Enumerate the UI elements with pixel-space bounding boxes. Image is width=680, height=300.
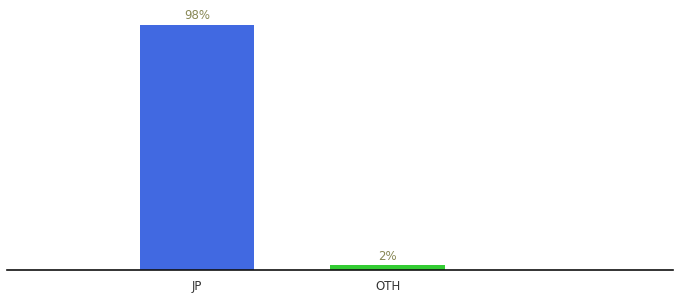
Bar — [140, 25, 254, 270]
Text: 2%: 2% — [378, 250, 397, 263]
Bar — [330, 265, 445, 270]
Text: 98%: 98% — [184, 10, 210, 22]
